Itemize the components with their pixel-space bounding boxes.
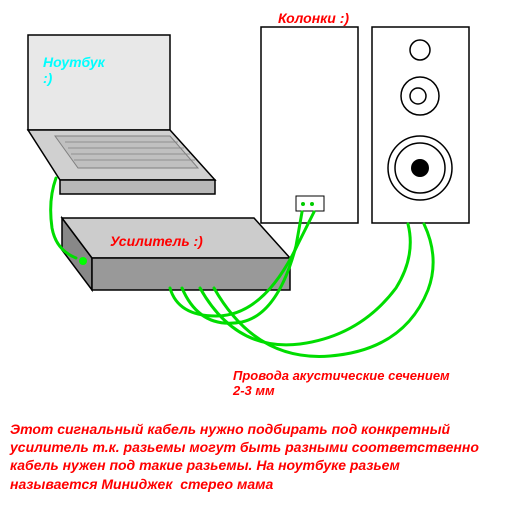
amplifier-shape [62, 218, 290, 290]
wires-label: Провода акустические сечением 2-3 мм [233, 368, 450, 398]
amplifier-label: Усилитель :) [110, 233, 203, 249]
laptop-label: Ноутбук :) [43, 54, 105, 86]
speakers-label: Колонки :) [278, 10, 349, 26]
woofer-inner [411, 159, 429, 177]
footer-text: Этот сигнальный кабель нужно подбирать п… [10, 420, 479, 493]
speaker-right-shape [372, 27, 469, 223]
speaker-left-port [296, 196, 324, 211]
laptop-base [60, 180, 215, 194]
speaker-left-body [261, 27, 358, 223]
amp-front [92, 258, 290, 290]
amp-jack [79, 257, 87, 265]
speaker-left-shape [261, 27, 358, 223]
